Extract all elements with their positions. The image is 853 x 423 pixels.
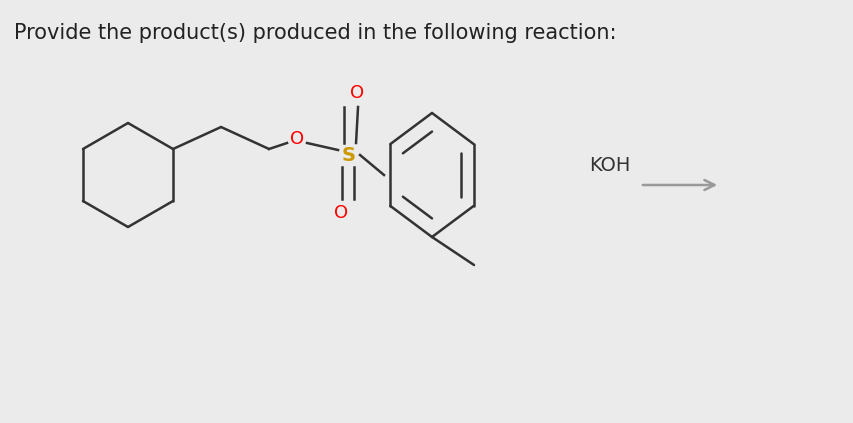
Text: Provide the product(s) produced in the following reaction:: Provide the product(s) produced in the f… (14, 23, 616, 43)
Text: O: O (334, 204, 348, 222)
Text: S: S (342, 146, 356, 165)
Text: O: O (290, 130, 304, 148)
Text: KOH: KOH (589, 156, 630, 175)
Text: O: O (350, 84, 363, 102)
